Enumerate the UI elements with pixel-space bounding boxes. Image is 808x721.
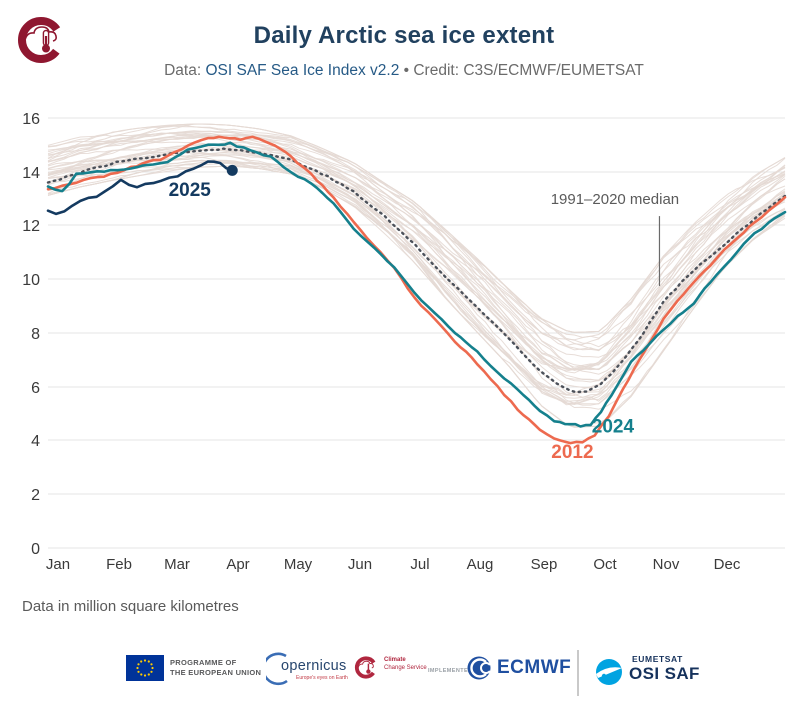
eu-flag-icon	[126, 655, 164, 681]
copernicus-wordmark: opernicus	[281, 658, 347, 674]
svg-text:4: 4	[31, 433, 40, 450]
svg-text:Apr: Apr	[226, 556, 249, 573]
y-axis-tick-labels: 0 2 4 6 8 10 12 14 16	[22, 111, 40, 558]
eumetsat-brand-text: EUMETSAT	[632, 654, 683, 664]
gridlines	[48, 117, 785, 549]
osisaf-wordmark: OSI SAF	[629, 664, 700, 683]
svg-text:0: 0	[31, 541, 40, 558]
subtitle-credit: • Credit: C3S/ECMWF/EUMETSAT	[399, 62, 644, 79]
background-year-line	[47, 123, 786, 347]
background-year-line	[47, 144, 786, 404]
implemented-by-text: IMPLEMENTED BY	[428, 668, 483, 674]
background-year-line	[47, 150, 786, 396]
svg-text:Aug: Aug	[467, 556, 494, 573]
svg-text:Jan: Jan	[46, 556, 70, 573]
background-year-line	[47, 161, 786, 402]
footer-logos: PROGRAMME OF THE EUROPEAN UNION opernicu…	[0, 645, 808, 705]
series-line-2012	[46, 135, 787, 445]
svg-text:8: 8	[31, 326, 40, 343]
background-year-line	[47, 149, 786, 375]
svg-text:14: 14	[22, 165, 40, 182]
svg-text:Jul: Jul	[410, 556, 429, 573]
background-year-line	[47, 160, 786, 402]
svg-text:Dec: Dec	[714, 556, 741, 573]
footer-divider	[577, 650, 579, 696]
background-year-line	[47, 148, 786, 348]
eu-programme-text: PROGRAMME OF THE EUROPEAN UNION	[170, 658, 262, 677]
copernicus-arc-icon	[266, 652, 288, 686]
c3s-footer-logo	[354, 656, 378, 679]
background-year-line	[47, 134, 786, 341]
ecmwf-logo-icon	[467, 656, 491, 680]
svg-text:6: 6	[31, 380, 40, 397]
eumetsat-swoosh-icon	[596, 659, 622, 685]
series-line-2024	[46, 141, 787, 428]
svg-text:16: 16	[22, 111, 40, 128]
unit-footnote: Data in million square kilometres	[22, 598, 239, 615]
svg-text:May: May	[284, 556, 313, 573]
ecmwf-wordmark: ECMWF	[497, 657, 572, 678]
background-year-line	[47, 141, 786, 397]
svg-text:Feb: Feb	[106, 556, 132, 573]
svg-text:12: 12	[22, 218, 40, 235]
copernicus-tagline: Europe's eyes on Earth	[296, 675, 348, 681]
series-label-2025: 2025	[169, 180, 212, 201]
page-title: Daily Arctic sea ice extent	[253, 22, 555, 49]
svg-text:Sep: Sep	[531, 556, 558, 573]
c3s-logo-crescent	[18, 17, 64, 63]
median-annotation-label: 1991–2020 median	[551, 191, 679, 208]
subtitle-dataset-link[interactable]: OSI SAF Sea Ice Index v2.2	[205, 62, 400, 79]
sea-ice-extent-chart: 0 2 4 6 8 10 12 14 16 Jan Feb Mar Apr Ma…	[22, 111, 787, 573]
annotations: 1991–2020 median 2025 2024 2012	[169, 180, 680, 463]
series-line-1991-2020-median	[46, 147, 787, 394]
series-label-2012: 2012	[551, 442, 593, 463]
data-curves	[46, 123, 787, 445]
latest-value-dot	[226, 164, 238, 176]
c3s-service-text: Climate Change Service	[384, 657, 427, 671]
svg-text:10: 10	[22, 272, 40, 289]
svg-text:Oct: Oct	[593, 556, 617, 573]
page-subtitle: Data: OSI SAF Sea Ice Index v2.2 • Credi…	[0, 62, 808, 80]
x-axis-month-labels: Jan Feb Mar Apr May Jun Jul Aug Sep Oct …	[46, 556, 741, 573]
subtitle-data-prefix: Data:	[164, 62, 206, 79]
svg-text:Jun: Jun	[348, 556, 372, 573]
series-label-2024: 2024	[592, 416, 635, 437]
svg-text:Nov: Nov	[653, 556, 680, 573]
series-line-2025	[46, 160, 234, 216]
svg-text:Mar: Mar	[164, 556, 190, 573]
c3s-logo	[18, 17, 64, 63]
svg-text:2: 2	[31, 487, 40, 504]
background-year-line	[47, 151, 786, 371]
background-year-line	[47, 130, 786, 333]
